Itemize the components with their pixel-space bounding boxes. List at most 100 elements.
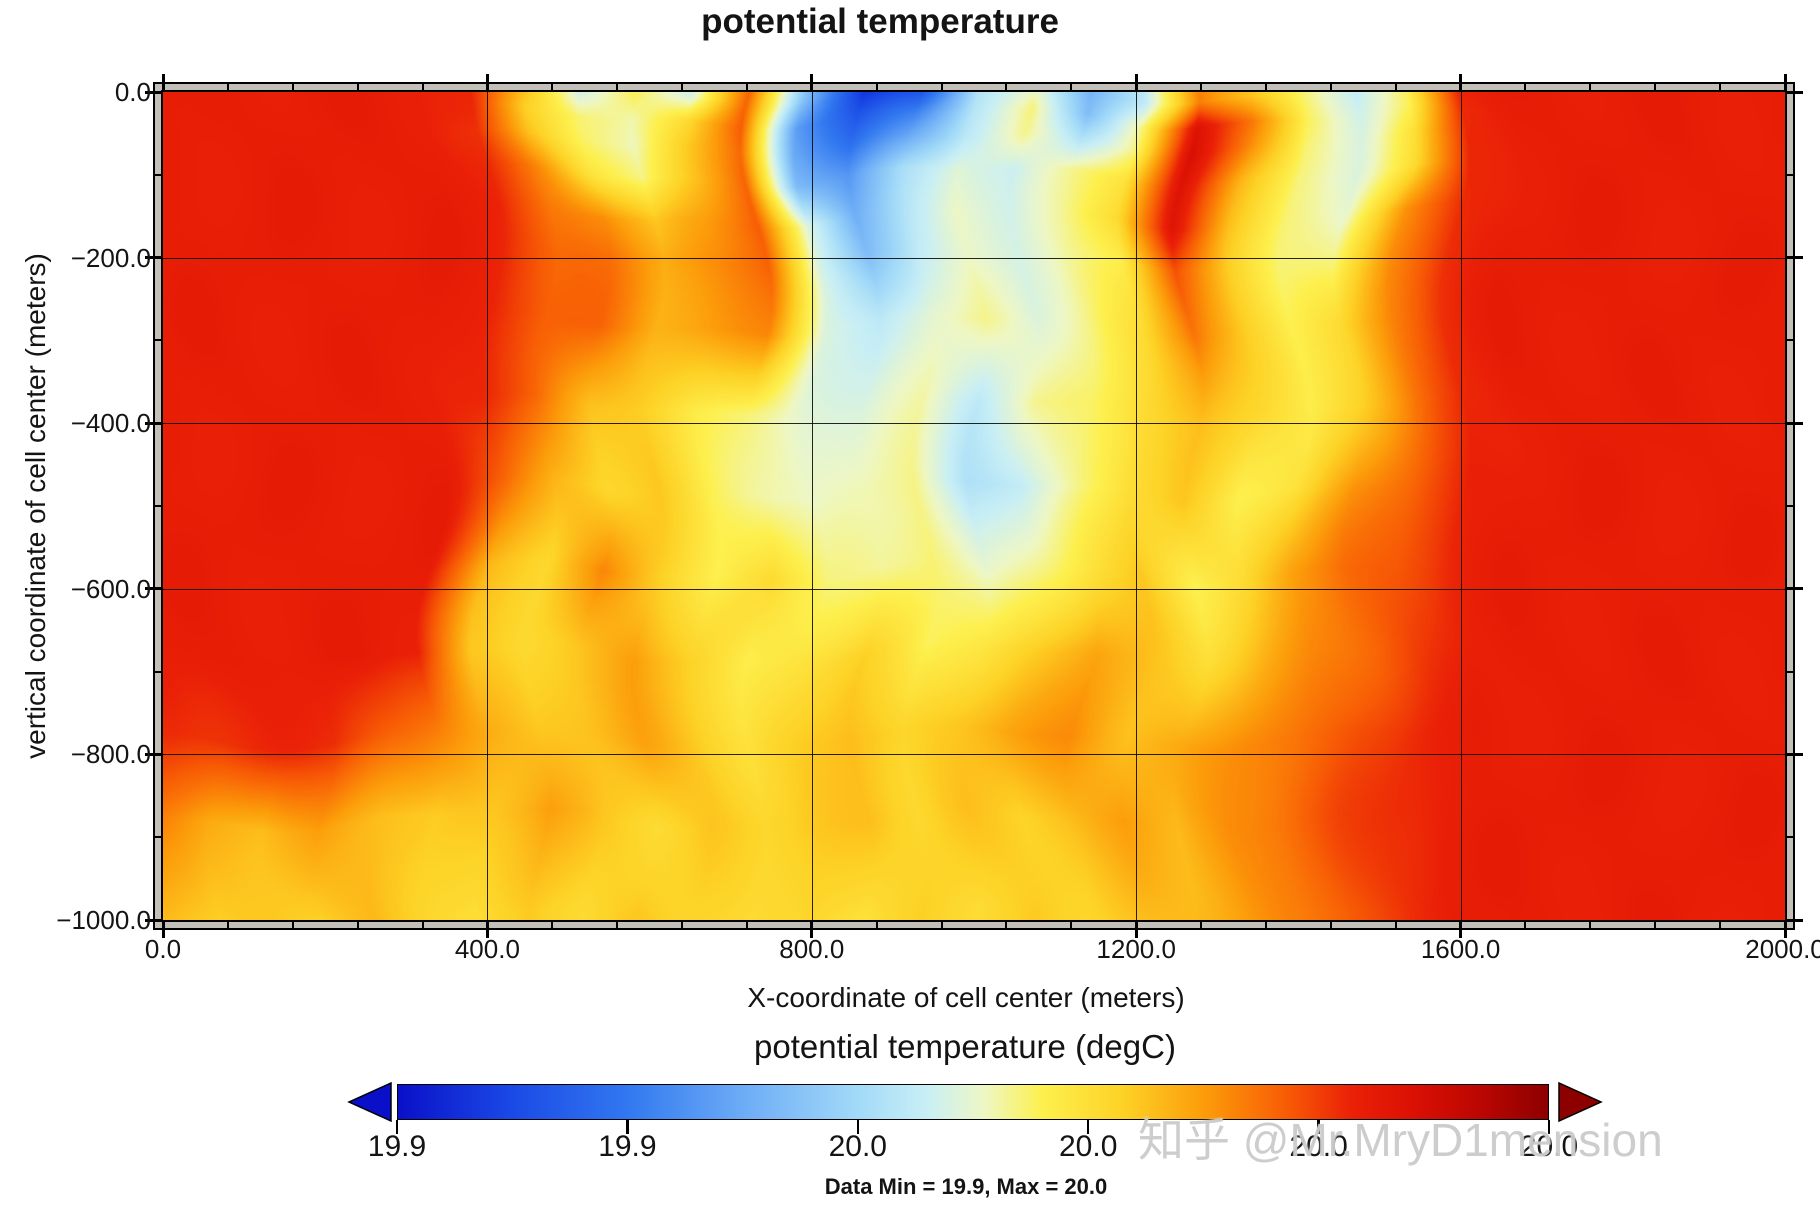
x-minor-tick — [1394, 920, 1397, 930]
x-minor-tick — [1005, 920, 1008, 930]
gridline-horizontal — [163, 754, 1785, 756]
x-major-tick — [810, 920, 814, 938]
y-major-tick — [145, 90, 163, 94]
y-major-tick — [1785, 256, 1803, 260]
y-major-tick — [145, 752, 163, 756]
colorbar-tick — [856, 1120, 860, 1134]
colorbar-tick-label: 20.0 — [828, 1130, 887, 1163]
x-minor-tick — [1070, 82, 1073, 92]
colorbar-tick — [626, 1120, 629, 1134]
x-tick-label: 0.0 — [144, 934, 182, 964]
y-axis-title: vertical coordinate of cell center (mete… — [20, 253, 51, 759]
y-major-tick — [1785, 752, 1803, 756]
x-major-tick — [485, 74, 489, 92]
y-minor-tick — [1785, 339, 1795, 342]
y-tick-label: −800.0 — [70, 739, 151, 770]
x-minor-tick — [1329, 920, 1332, 930]
gridline-vertical — [1136, 92, 1138, 920]
colorbar-left-arrow-icon — [347, 1082, 392, 1122]
x-major-tick — [810, 74, 814, 92]
y-minor-tick — [153, 173, 163, 176]
x-major-tick — [1134, 920, 1138, 938]
x-minor-tick — [421, 82, 424, 92]
x-minor-tick — [1719, 82, 1722, 92]
x-major-tick — [1783, 920, 1787, 938]
y-tick-label: −1000.0 — [56, 905, 151, 935]
y-minor-tick — [1785, 836, 1795, 839]
y-minor-tick — [1785, 670, 1795, 673]
x-minor-tick — [1200, 82, 1203, 92]
y-minor-tick — [153, 505, 163, 507]
y-minor-tick — [1785, 173, 1795, 176]
plot-area — [161, 90, 1787, 922]
gridline-horizontal — [163, 257, 1785, 259]
x-major-tick — [1783, 74, 1787, 92]
x-major-tick — [1459, 74, 1463, 92]
x-minor-tick — [875, 82, 878, 92]
x-minor-tick — [1524, 920, 1527, 930]
x-minor-tick — [1654, 920, 1657, 930]
colorbar-tick-label: 19.9 — [367, 1130, 427, 1163]
x-major-tick — [485, 920, 489, 938]
data-range-caption: Data Min = 19.9, Max = 20.0 — [824, 1174, 1108, 1199]
x-major-tick — [1134, 74, 1138, 92]
gridline-horizontal — [163, 588, 1785, 590]
y-major-tick — [145, 421, 163, 425]
x-minor-tick — [1524, 82, 1527, 92]
y-tick-label: −600.0 — [70, 573, 151, 604]
colorbar — [346, 1082, 1604, 1140]
x-major-tick — [1459, 920, 1463, 938]
x-minor-tick — [940, 920, 943, 930]
x-minor-tick — [291, 920, 294, 930]
x-minor-tick — [1589, 82, 1592, 92]
x-minor-tick — [551, 920, 554, 930]
x-tick-label: 1600.0 — [1420, 934, 1501, 964]
plot-frame — [145, 74, 1803, 938]
y-minor-tick — [153, 339, 163, 342]
colorbar-tick — [1317, 1120, 1320, 1134]
x-tick-label: 400.0 — [454, 934, 520, 964]
x-major-tick — [161, 74, 165, 92]
x-minor-tick — [681, 920, 684, 930]
x-minor-tick — [551, 82, 554, 92]
x-major-tick — [161, 920, 165, 938]
y-tick-label: 0.0 — [114, 77, 151, 107]
colorbar-tick — [1086, 1120, 1090, 1134]
y-minor-tick — [153, 836, 163, 839]
x-minor-tick — [421, 920, 424, 930]
x-minor-tick — [226, 920, 229, 930]
gridline-vertical — [1460, 92, 1462, 920]
x-minor-tick — [1005, 82, 1008, 92]
gridline-horizontal — [163, 423, 1785, 425]
heatmap-canvas — [163, 92, 1785, 920]
x-minor-tick — [1394, 82, 1397, 92]
x-minor-tick — [875, 920, 878, 930]
x-tick-label: 800.0 — [779, 934, 845, 964]
watermark: 知乎 @Mr.MryD1mension — [1138, 1114, 1663, 1166]
y-major-tick — [1785, 90, 1803, 94]
y-major-tick — [145, 918, 163, 922]
y-tick-label: −200.0 — [70, 242, 151, 273]
x-minor-tick — [1589, 920, 1592, 930]
colorbar-tick-label: 20.0 — [1058, 1130, 1118, 1163]
x-minor-tick — [291, 82, 294, 92]
x-minor-tick — [1329, 82, 1332, 92]
x-minor-tick — [940, 82, 943, 92]
y-tick-label: −400.0 — [70, 408, 151, 439]
x-minor-tick — [226, 82, 229, 92]
y-major-tick — [145, 256, 163, 260]
x-minor-tick — [356, 82, 359, 92]
y-major-tick — [1785, 421, 1803, 425]
x-minor-tick — [745, 920, 748, 930]
x-minor-tick — [681, 82, 684, 92]
x-minor-tick — [356, 920, 359, 930]
x-tick-label: 1200.0 — [1096, 934, 1176, 964]
colorbar-title: potential temperature (degC) — [754, 1028, 1176, 1065]
gridline-vertical — [487, 92, 489, 920]
x-minor-tick — [616, 82, 619, 92]
colorbar-tick-label: 20.0 — [1519, 1130, 1579, 1163]
colorbar-tick-label: 20.0 — [1289, 1130, 1348, 1163]
x-minor-tick — [1264, 920, 1267, 930]
x-minor-tick — [1264, 82, 1267, 92]
